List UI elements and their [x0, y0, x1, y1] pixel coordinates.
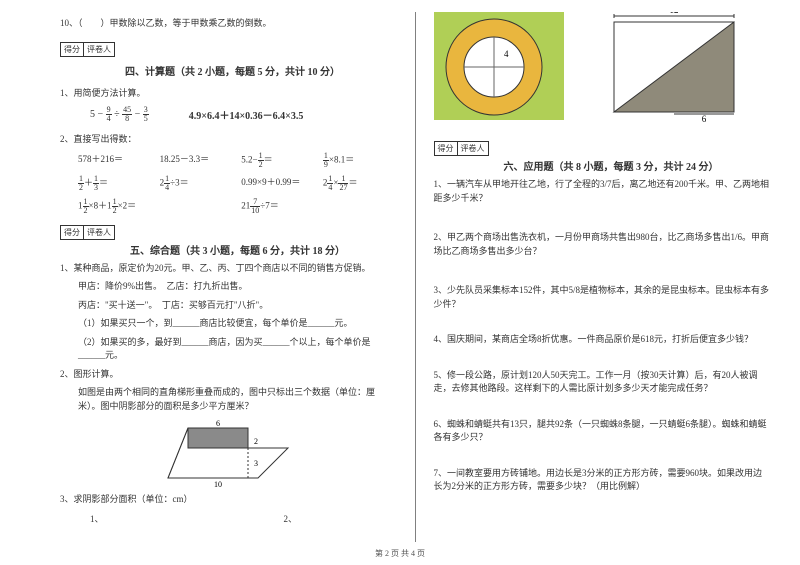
cell: 12＋13＝: [78, 175, 152, 192]
figure-row: 4 12 6: [434, 12, 644, 127]
r-q1: 1、一辆汽车从甲地开往乙地，行了全程的3/7后，离乙地还有200千米。甲、乙两地…: [434, 178, 771, 205]
expr-1b: 4.9×6.4＋14×0.36－6.4×3.5: [189, 107, 304, 122]
r-q6: 6、蜘蛛和蜻蜓共有13只，腿共92条（一只蜘蛛8条腿，一只蜻蜓6条腿）。蜘蛛和蜻…: [434, 418, 771, 445]
section-4-title: 四、计算题（共 2 小题，每题 5 分，共计 10 分）: [125, 63, 340, 78]
cell: 214÷3＝: [160, 175, 234, 192]
score-row-6: 得分 评卷人: [434, 135, 771, 158]
r-q7: 7、一间教室要用方砖铺地。用边长是3分米的正方形方砖，需要960块。如果改用边长…: [434, 467, 771, 494]
score-box: 得分 评卷人: [60, 42, 115, 57]
q5-1b: 丙店："买十送一"。 丁店：买够百元打"八折"。: [78, 299, 397, 313]
section-5-title: 五、综合题（共 3 小题，每题 6 分，共计 18 分）: [130, 242, 345, 257]
cell: 18.25－3.3＝: [160, 152, 234, 169]
q4-2: 2、直接写出得数：: [60, 133, 397, 147]
r-q2: 2、甲乙两个商场出售洗衣机，一月份甲商场共售出980台，比乙商场多售出1/6。甲…: [434, 231, 771, 258]
shade-row: 1、 2、: [90, 512, 397, 525]
svg-text:3: 3: [254, 459, 258, 468]
q5-1: 1、某种商品，原定价为20元。甲、乙、丙、丁四个商店以不同的销售方促销。: [60, 262, 397, 276]
q5-2: 2、图形计算。: [60, 368, 397, 382]
expr-1a: 5 − 94 ÷ 458 − 35: [90, 106, 149, 123]
cell: 112×8＋112×2＝: [78, 198, 233, 215]
r-q4: 4、国庆期间，某商店全场8折优惠。一件商品原价是618元，打折后便宜多少钱？: [434, 333, 771, 347]
score-row-4: 得分 评卷人: [60, 36, 397, 59]
svg-text:4: 4: [504, 49, 509, 59]
grader-label: 评卷人: [84, 226, 114, 239]
q5-1a: 甲店：降价9%出售。 乙店：打九折出售。: [78, 280, 397, 294]
grader-label: 评卷人: [458, 142, 488, 155]
score-label: 得分: [435, 142, 458, 155]
score-box: 得分 评卷人: [60, 225, 115, 240]
q5-3: 3、求阴影部分面积（单位：cm）: [60, 493, 397, 507]
q5-1d: （2）如果买的多，最好到______商店，因为买______个以上，每个单价是_…: [78, 336, 397, 363]
trapezoid-figure: 6 3 2 10: [158, 418, 298, 488]
left-column: 10、（ ）甲数除以乙数，等于甲数乘乙数的倒数。 得分 评卷人 得分评卷人 四、…: [60, 12, 397, 542]
grader-label: 评卷人: [84, 43, 114, 56]
q5-3a: 1、: [90, 512, 104, 525]
q5-2a: 如图是由两个相同的直角梯形重叠而成的，图中只标出三个数据（单位：厘米）。图中阴影…: [78, 386, 397, 413]
score-label: 得分: [61, 43, 84, 56]
cell: 0.99×9＋0.99＝: [241, 175, 315, 192]
calc-grid: 578＋216＝ 18.25－3.3＝ 5.2−12＝ 19×8.1＝ 12＋1…: [78, 152, 397, 215]
svg-text:2: 2: [254, 437, 258, 446]
score-box: 得分 评卷人: [434, 141, 489, 156]
svg-text:6: 6: [701, 114, 706, 124]
r-q5: 5、修一段公路，原计划120人50天完工。工作一月（按30天计算）后，有20人被…: [434, 369, 771, 396]
right-column: 4 12 6 得分 评卷人 六、应用题（共 8: [434, 12, 771, 542]
q5-3b: 2、: [284, 512, 298, 525]
cell: 19×8.1＝: [323, 152, 397, 169]
expr-row-1: 5 − 94 ÷ 458 − 35 4.9×6.4＋14×0.36－6.4×3.…: [90, 106, 397, 123]
column-divider: [415, 12, 416, 542]
q4-1: 1、用简便方法计算。: [60, 87, 397, 101]
section-6-title: 六、应用题（共 8 小题，每题 3 分，共计 24 分）: [504, 158, 719, 173]
r-q3: 3、少先队员采集标本152件，其中5/8是植物标本，其余的是昆虫标本。昆虫标本有…: [434, 284, 771, 311]
svg-text:12: 12: [669, 12, 678, 15]
q10: 10、（ ）甲数除以乙数，等于甲数乘乙数的倒数。: [60, 17, 397, 31]
svg-text:10: 10: [214, 480, 222, 488]
score-row-5: 得分 评卷人: [60, 219, 397, 242]
cell: 5.2−12＝: [241, 152, 315, 169]
cell: 214×127＝: [323, 175, 397, 192]
score-label: 得分: [61, 226, 84, 239]
cell: 578＋216＝: [78, 152, 152, 169]
cell: 21710÷7＝: [241, 198, 315, 215]
q5-1c: （1）如果买只一个，到______商店比较便宜，每个单价是______元。: [78, 317, 397, 331]
svg-text:6: 6: [216, 419, 220, 428]
page-footer: 第 2 页 共 4 页: [0, 548, 800, 559]
